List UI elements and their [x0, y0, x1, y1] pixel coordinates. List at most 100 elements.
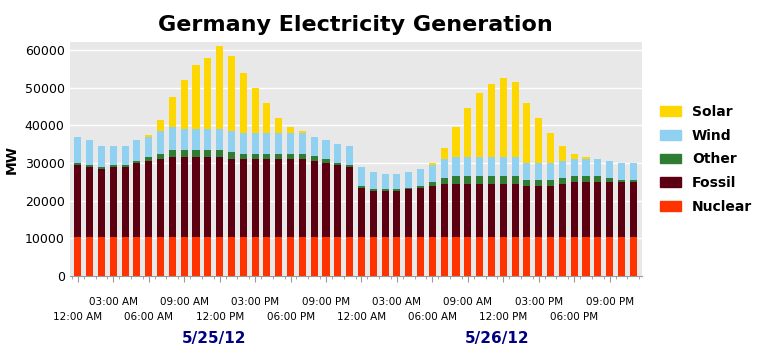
Bar [405, 188, 412, 189]
Bar [488, 84, 495, 158]
Bar [110, 165, 117, 167]
Bar [441, 178, 448, 184]
Bar [583, 176, 590, 182]
Bar [618, 182, 625, 236]
Bar [369, 189, 377, 191]
Bar [157, 120, 164, 131]
Bar [559, 146, 566, 161]
Bar [512, 236, 519, 276]
Bar [157, 154, 164, 159]
Bar [251, 236, 259, 276]
Bar [547, 163, 554, 180]
Bar [181, 80, 188, 129]
Bar [121, 236, 128, 276]
Bar [299, 154, 306, 159]
Bar [594, 236, 601, 276]
Bar [287, 159, 294, 236]
Bar [630, 180, 637, 182]
Bar [74, 163, 81, 165]
Bar [488, 236, 495, 276]
Bar [358, 188, 365, 236]
Bar [287, 133, 294, 154]
Y-axis label: MW: MW [5, 145, 19, 174]
Bar [488, 158, 495, 176]
Bar [322, 163, 329, 236]
Bar [594, 182, 601, 236]
Bar [311, 236, 318, 276]
Bar [452, 236, 460, 276]
Bar [192, 65, 199, 129]
Text: 09:00 PM: 09:00 PM [586, 297, 634, 307]
Bar [570, 154, 577, 159]
Bar [594, 159, 601, 176]
Bar [251, 133, 259, 154]
Bar [299, 131, 306, 133]
Bar [393, 236, 400, 276]
Bar [405, 236, 412, 276]
Bar [74, 137, 81, 163]
Bar [476, 158, 483, 176]
Bar [369, 172, 377, 189]
Bar [334, 144, 342, 163]
Bar [228, 159, 235, 236]
Bar [429, 182, 436, 186]
Bar [393, 175, 400, 189]
Bar [181, 129, 188, 150]
Bar [512, 158, 519, 176]
Bar [630, 236, 637, 276]
Bar [500, 158, 507, 176]
Text: 06:00 AM: 06:00 AM [124, 312, 173, 322]
Bar [264, 154, 271, 159]
Bar [204, 158, 211, 236]
Bar [192, 129, 199, 150]
Bar [512, 176, 519, 184]
Text: 12:00 PM: 12:00 PM [479, 312, 527, 322]
Bar [287, 154, 294, 159]
Bar [299, 159, 306, 236]
Bar [204, 150, 211, 158]
Bar [618, 163, 625, 180]
Bar [346, 236, 353, 276]
Bar [251, 159, 259, 236]
Bar [570, 236, 577, 276]
Bar [358, 236, 365, 276]
Bar [251, 154, 259, 159]
Bar [181, 236, 188, 276]
Bar [583, 159, 590, 176]
Bar [417, 188, 424, 236]
Bar [264, 133, 271, 154]
Bar [216, 129, 223, 150]
Bar [334, 236, 342, 276]
Bar [110, 236, 117, 276]
Bar [121, 146, 128, 165]
Bar [240, 73, 247, 133]
Bar [512, 82, 519, 158]
Bar [346, 146, 353, 165]
Bar [606, 182, 613, 236]
Text: 03:00 PM: 03:00 PM [515, 297, 563, 307]
Bar [429, 236, 436, 276]
Bar [465, 184, 472, 236]
Text: 06:00 PM: 06:00 PM [267, 312, 315, 322]
Bar [382, 175, 389, 189]
Bar [275, 133, 282, 154]
Bar [547, 180, 554, 186]
Bar [216, 158, 223, 236]
Bar [169, 236, 176, 276]
Bar [570, 182, 577, 236]
Bar [429, 163, 436, 165]
Text: 03:00 PM: 03:00 PM [231, 297, 279, 307]
Bar [216, 150, 223, 158]
Bar [275, 159, 282, 236]
Bar [169, 150, 176, 158]
Bar [547, 236, 554, 276]
Bar [98, 236, 105, 276]
Bar [299, 133, 306, 154]
Bar [181, 158, 188, 236]
Bar [618, 236, 625, 276]
Bar [98, 167, 105, 169]
Bar [405, 189, 412, 236]
Bar [382, 236, 389, 276]
Bar [630, 163, 637, 180]
Title: Germany Electricity Generation: Germany Electricity Generation [158, 15, 553, 35]
